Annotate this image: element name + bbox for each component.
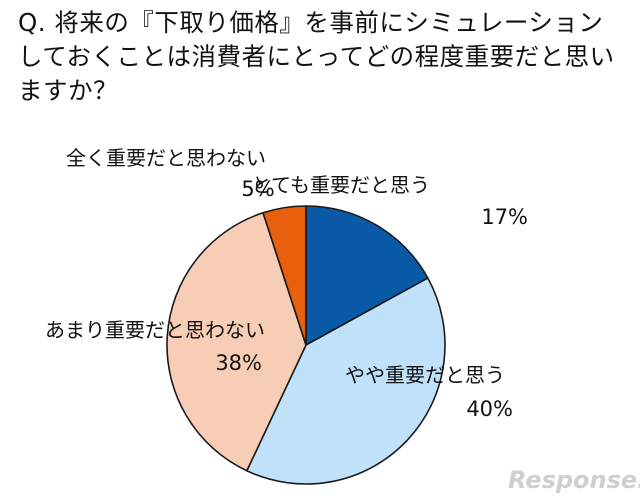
pie-labels: とても重要だと思う 17% やや重要だと思う 40% あまり重要だと思わない 38% 全く重… [45,146,528,421]
slice-label-4: 全く重要だと思わない [66,146,266,170]
pie-slice-4 [262,205,307,346]
pie-slice-3 [166,212,307,472]
pie-slice-1 [305,205,429,346]
slice-value-2: 40% [466,397,513,421]
slice-value-3: 38% [215,351,262,375]
slice-value-4: 5% [241,177,274,201]
pie-slice-2 [246,277,446,485]
slice-label-1: とても重要だと思う [252,173,430,197]
watermark-text: Response. [508,466,640,494]
slice-value-1: 17% [481,205,528,229]
response-watermark: Response. [508,466,640,494]
slice-label-2: やや重要だと思う [345,363,505,387]
chart-title: Q. 将来の『下取り価格』を事前にシミュレーションしておくことは消費者にとってど… [18,8,615,105]
slice-label-3: あまり重要だと思わない [45,318,265,342]
pie-slices [166,205,446,485]
